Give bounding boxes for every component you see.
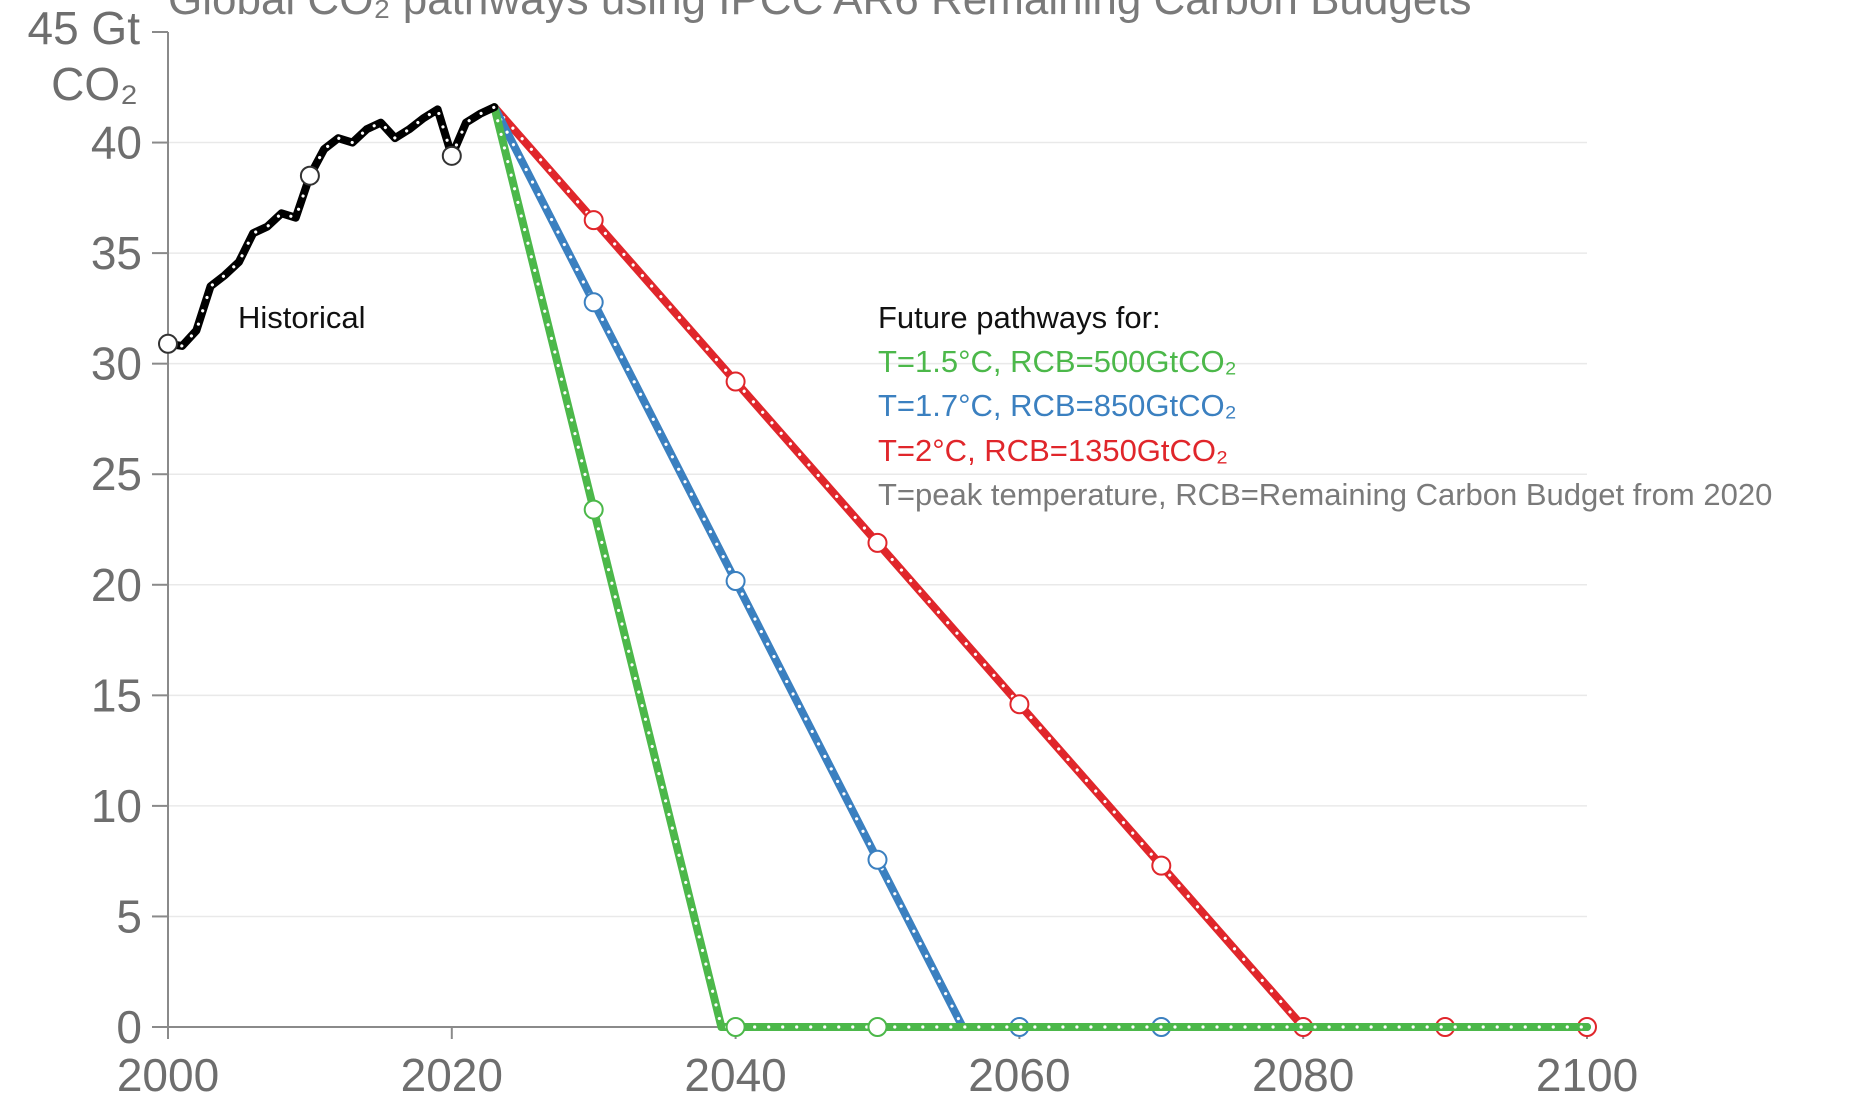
y-tick-label-10: 10 <box>91 780 142 832</box>
marker-t15-2050 <box>869 1018 887 1036</box>
series-t17 <box>494 107 1587 1036</box>
y-tick-label-15: 15 <box>91 669 142 721</box>
y-tick-label-5: 5 <box>116 890 142 942</box>
marker-historical-2000 <box>159 335 177 353</box>
x-tick-label-2100: 2100 <box>1536 1049 1638 1101</box>
y-tick-label-30: 30 <box>91 338 142 390</box>
historical-label: Historical <box>238 300 365 335</box>
y-tick-label-0: 0 <box>116 1001 142 1053</box>
series-dots-t15 <box>494 107 1587 1027</box>
series-t20 <box>494 107 1596 1036</box>
marker-t17-2030 <box>585 293 603 311</box>
y-tick-label-35: 35 <box>91 227 142 279</box>
marker-t15-2030 <box>585 501 603 519</box>
y-tick-label-25: 25 <box>91 448 142 500</box>
marker-t20-2050 <box>869 534 887 552</box>
legend-item-2c: T=2°C, RCB=1350GtCO₂ <box>878 433 1228 468</box>
series-dots-t20 <box>494 107 1587 1027</box>
y-tick-label-40: 40 <box>91 117 142 169</box>
series-line-t17 <box>494 107 1587 1027</box>
marker-t20-2060 <box>1010 695 1028 713</box>
legend-note: T=peak temperature, RCB=Remaining Carbon… <box>878 477 1772 512</box>
y-tick-label-20: 20 <box>91 559 142 611</box>
chart-title: Global CO₂ pathways using IPCC AR6 Remai… <box>168 0 1472 24</box>
marker-historical-2010 <box>301 167 319 185</box>
y-axis-unit-line1: 45 Gt <box>27 2 140 54</box>
marker-t17-2040 <box>727 572 745 590</box>
marker-historical-2020 <box>443 147 461 165</box>
legend-item-1-5c: T=1.5°C, RCB=500GtCO₂ <box>878 344 1237 379</box>
x-tick-label-2080: 2080 <box>1252 1049 1354 1101</box>
series-lines <box>159 107 1596 1036</box>
x-tick-label-2060: 2060 <box>968 1049 1070 1101</box>
grid-lines <box>168 143 1587 917</box>
legend-header: Future pathways for: <box>878 300 1161 335</box>
series-line-t15 <box>494 107 1587 1027</box>
series-dots-t17 <box>494 107 1587 1027</box>
legend-item-1-7c: T=1.7°C, RCB=850GtCO₂ <box>878 388 1237 423</box>
x-tick-label-2020: 2020 <box>401 1049 503 1101</box>
axes: 0 5 10 15 20 25 30 35 40 2000 2020 2040 2060 2080 2100 <box>91 32 1638 1101</box>
marker-t20-2070 <box>1152 857 1170 875</box>
x-tick-label-2040: 2040 <box>684 1049 786 1101</box>
series-line-t20 <box>494 107 1587 1027</box>
y-axis-unit-line2: CO₂ <box>51 58 138 110</box>
series-t15 <box>494 107 1587 1036</box>
marker-t17-2050 <box>869 851 887 869</box>
marker-t15-2040 <box>727 1018 745 1036</box>
x-tick-label-2000: 2000 <box>117 1049 219 1101</box>
marker-t20-2040 <box>727 373 745 391</box>
marker-t20-2030 <box>585 211 603 229</box>
